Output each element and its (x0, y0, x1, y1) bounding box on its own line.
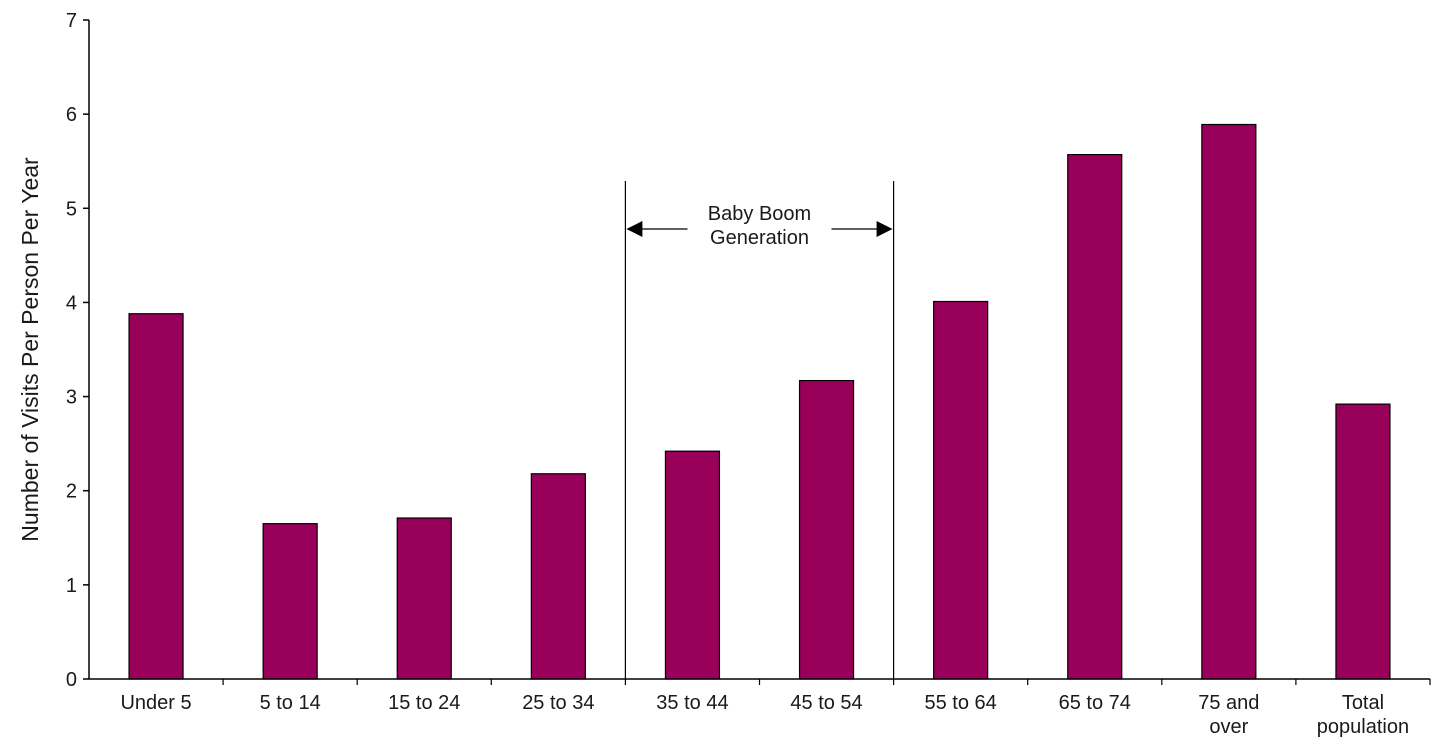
x-axis-ticks (222, 679, 1431, 685)
x-tick-label: Total population (1317, 692, 1409, 738)
x-tick-label: 55 to 64 (925, 692, 997, 714)
bar (128, 313, 184, 680)
bar (396, 517, 452, 680)
annotation-label: Baby Boom Generation (708, 203, 811, 249)
bar (1335, 403, 1391, 680)
x-tick-label: Under 5 (120, 692, 191, 714)
x-tick-label: 5 to 14 (260, 692, 321, 714)
bar (530, 473, 586, 680)
annotation-arrowhead-right (876, 221, 893, 237)
bar (798, 379, 855, 680)
x-tick-label: 35 to 44 (656, 692, 728, 714)
y-axis-ticks: 0 1 2 3 4 5 6 7 (66, 10, 89, 691)
x-tick-label: 75 and over (1198, 692, 1259, 738)
x-tick-label: 25 to 34 (522, 692, 594, 714)
x-tick-label: 45 to 54 (790, 692, 862, 714)
bars-group (128, 123, 1391, 680)
x-axis-labels: Under 5 5 to 14 15 to 24 25 to 34 35 to 44 45… (120, 692, 1409, 738)
bar (664, 450, 721, 680)
x-tick-label: 15 to 24 (388, 692, 460, 714)
baby-boom-annotation: Baby Boom Generation (624, 181, 895, 679)
bar (933, 300, 989, 680)
bar (1067, 154, 1123, 680)
y-tick-label: 3 (66, 387, 77, 409)
y-tick-label: 6 (66, 104, 77, 126)
y-tick-label: 1 (66, 575, 77, 597)
y-tick-label: 0 (66, 669, 77, 691)
bar (262, 523, 318, 680)
y-tick-label: 7 (66, 10, 77, 32)
annotation-arrowhead-left (626, 221, 643, 237)
y-tick-label: 4 (66, 292, 77, 314)
y-tick-label: 2 (66, 481, 77, 503)
x-tick-label: 65 to 74 (1059, 692, 1131, 714)
y-tick-label: 5 (66, 198, 77, 220)
bar (1201, 123, 1257, 680)
y-axis-title: Number of Visits Per Person Per Year (17, 157, 43, 542)
